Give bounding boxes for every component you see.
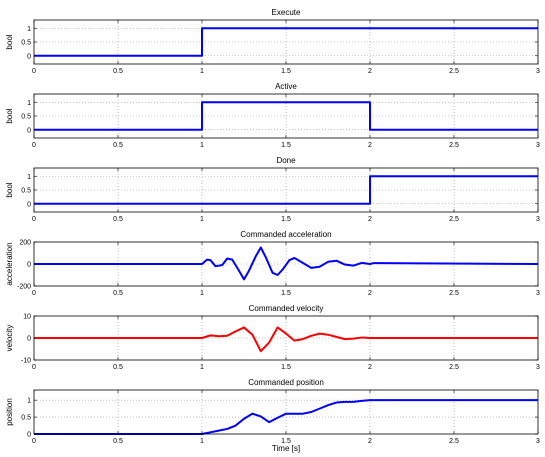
x-tick-label: 1.5 bbox=[281, 142, 291, 149]
x-tick-label: 2 bbox=[368, 364, 372, 371]
y-axis-label: position bbox=[5, 398, 14, 426]
axes-frame bbox=[33, 167, 539, 213]
y-tick-label: 0.5 bbox=[21, 188, 31, 195]
x-tick-label: 1.5 bbox=[281, 438, 291, 445]
subplot-3: Done bool 0 0.5 1 1.5 2 2.5 3 0 0.5 1 bbox=[5, 156, 540, 223]
x-tick-label: 1.5 bbox=[281, 290, 291, 297]
y-tick-label: 0 bbox=[27, 432, 31, 439]
subplot-title: Commanded acceleration bbox=[240, 230, 331, 239]
x-tick-label: 0 bbox=[32, 438, 36, 445]
y-tick-label: -10 bbox=[21, 358, 31, 365]
y-tick-label: 1 bbox=[27, 26, 31, 33]
y-tick-label: 0 bbox=[27, 53, 31, 60]
x-tick-label: 3 bbox=[536, 142, 540, 149]
axes-frame bbox=[33, 315, 539, 361]
x-tick-label: 0 bbox=[32, 216, 36, 223]
subplot-1: Execute bool 0 0.5 1 1.5 2 2.5 3 0 0.5 1 bbox=[5, 8, 540, 75]
axes-frame bbox=[33, 389, 539, 435]
x-tick-label: 0.5 bbox=[113, 364, 123, 371]
y-tick-label: 0.5 bbox=[21, 40, 31, 47]
y-axis-label: bool bbox=[5, 108, 14, 123]
y-tick-label: 1 bbox=[27, 398, 31, 405]
y-tick-label: 1 bbox=[27, 100, 31, 107]
y-tick-label: 0.5 bbox=[21, 114, 31, 121]
y-tick-label: 1 bbox=[27, 174, 31, 181]
y-tick-label: -200 bbox=[17, 284, 31, 291]
data-series-line bbox=[34, 399, 538, 435]
x-tick-label: 3 bbox=[536, 364, 540, 371]
x-tick-label: 2.5 bbox=[449, 216, 459, 223]
x-tick-label: 2 bbox=[368, 290, 372, 297]
subplot-5: Commanded velocity velocity 0 0.5 1 1.5 2 2.5 3 -… bbox=[5, 304, 540, 371]
y-axis-label: bool bbox=[5, 34, 14, 49]
x-tick-label: 1.5 bbox=[281, 364, 291, 371]
x-axis-label: Time [s] bbox=[272, 444, 300, 453]
subplot-title: Active bbox=[275, 82, 297, 91]
x-tick-label: 2.5 bbox=[449, 68, 459, 75]
x-tick-label: 2 bbox=[368, 142, 372, 149]
y-tick-label: 0 bbox=[27, 127, 31, 134]
x-tick-label: 0 bbox=[32, 68, 36, 75]
axes-frame bbox=[33, 19, 539, 65]
subplot-title: Done bbox=[276, 156, 296, 165]
x-tick-label: 0.5 bbox=[113, 142, 123, 149]
axes-frame bbox=[33, 93, 539, 139]
data-series-line bbox=[34, 246, 539, 281]
subplot-title: Commanded velocity bbox=[249, 304, 324, 313]
y-tick-label: 0 bbox=[27, 336, 31, 343]
subplot-title: Commanded position bbox=[248, 378, 324, 387]
subplot-title: Execute bbox=[272, 8, 301, 17]
x-tick-label: 2 bbox=[368, 216, 372, 223]
subplot-2: Active bool 0 0.5 1 1.5 2 2.5 3 0 0.5 1 bbox=[5, 82, 540, 149]
x-tick-label: 2.5 bbox=[449, 364, 459, 371]
x-tick-label: 0 bbox=[32, 142, 36, 149]
x-tick-label: 0.5 bbox=[113, 216, 123, 223]
x-tick-label: 1 bbox=[200, 290, 204, 297]
y-tick-label: 200 bbox=[19, 240, 31, 247]
x-tick-label: 1 bbox=[200, 438, 204, 445]
x-tick-label: 2 bbox=[368, 438, 372, 445]
x-tick-label: 1 bbox=[200, 142, 204, 149]
y-tick-label: 0 bbox=[27, 201, 31, 208]
subplot-6: Commanded position position 0 0.5 1 1.5 2 2.5 3 0… bbox=[5, 378, 540, 453]
x-tick-label: 0.5 bbox=[113, 290, 123, 297]
y-axis-label: bool bbox=[5, 182, 14, 197]
x-tick-label: 2.5 bbox=[449, 142, 459, 149]
data-series-line bbox=[34, 326, 538, 353]
x-tick-label: 3 bbox=[536, 68, 540, 75]
data-series-line bbox=[34, 101, 538, 131]
y-tick-label: 0 bbox=[27, 262, 31, 269]
y-tick-label: 10 bbox=[23, 314, 31, 321]
x-tick-label: 3 bbox=[536, 290, 540, 297]
x-tick-label: 1.5 bbox=[281, 216, 291, 223]
axes-frame bbox=[33, 241, 539, 287]
x-tick-label: 3 bbox=[536, 438, 540, 445]
y-axis-label: acceleration bbox=[5, 242, 14, 285]
x-tick-label: 2 bbox=[368, 68, 372, 75]
data-series-line bbox=[34, 175, 538, 205]
x-tick-label: 0.5 bbox=[113, 68, 123, 75]
x-tick-label: 0 bbox=[32, 290, 36, 297]
x-tick-label: 2.5 bbox=[449, 290, 459, 297]
x-tick-label: 1 bbox=[200, 216, 204, 223]
x-tick-label: 1 bbox=[200, 68, 204, 75]
y-axis-label: velocity bbox=[5, 325, 14, 352]
data-series-line bbox=[34, 27, 538, 57]
y-tick-label: 0.5 bbox=[21, 415, 31, 422]
subplot-4: Commanded acceleration acceleration 0 0.5 1 1… bbox=[5, 230, 540, 297]
x-tick-label: 1.5 bbox=[281, 68, 291, 75]
x-tick-label: 0.5 bbox=[113, 438, 123, 445]
x-tick-label: 3 bbox=[536, 216, 540, 223]
x-tick-label: 0 bbox=[32, 364, 36, 371]
x-tick-label: 1 bbox=[200, 364, 204, 371]
x-tick-label: 2.5 bbox=[449, 438, 459, 445]
